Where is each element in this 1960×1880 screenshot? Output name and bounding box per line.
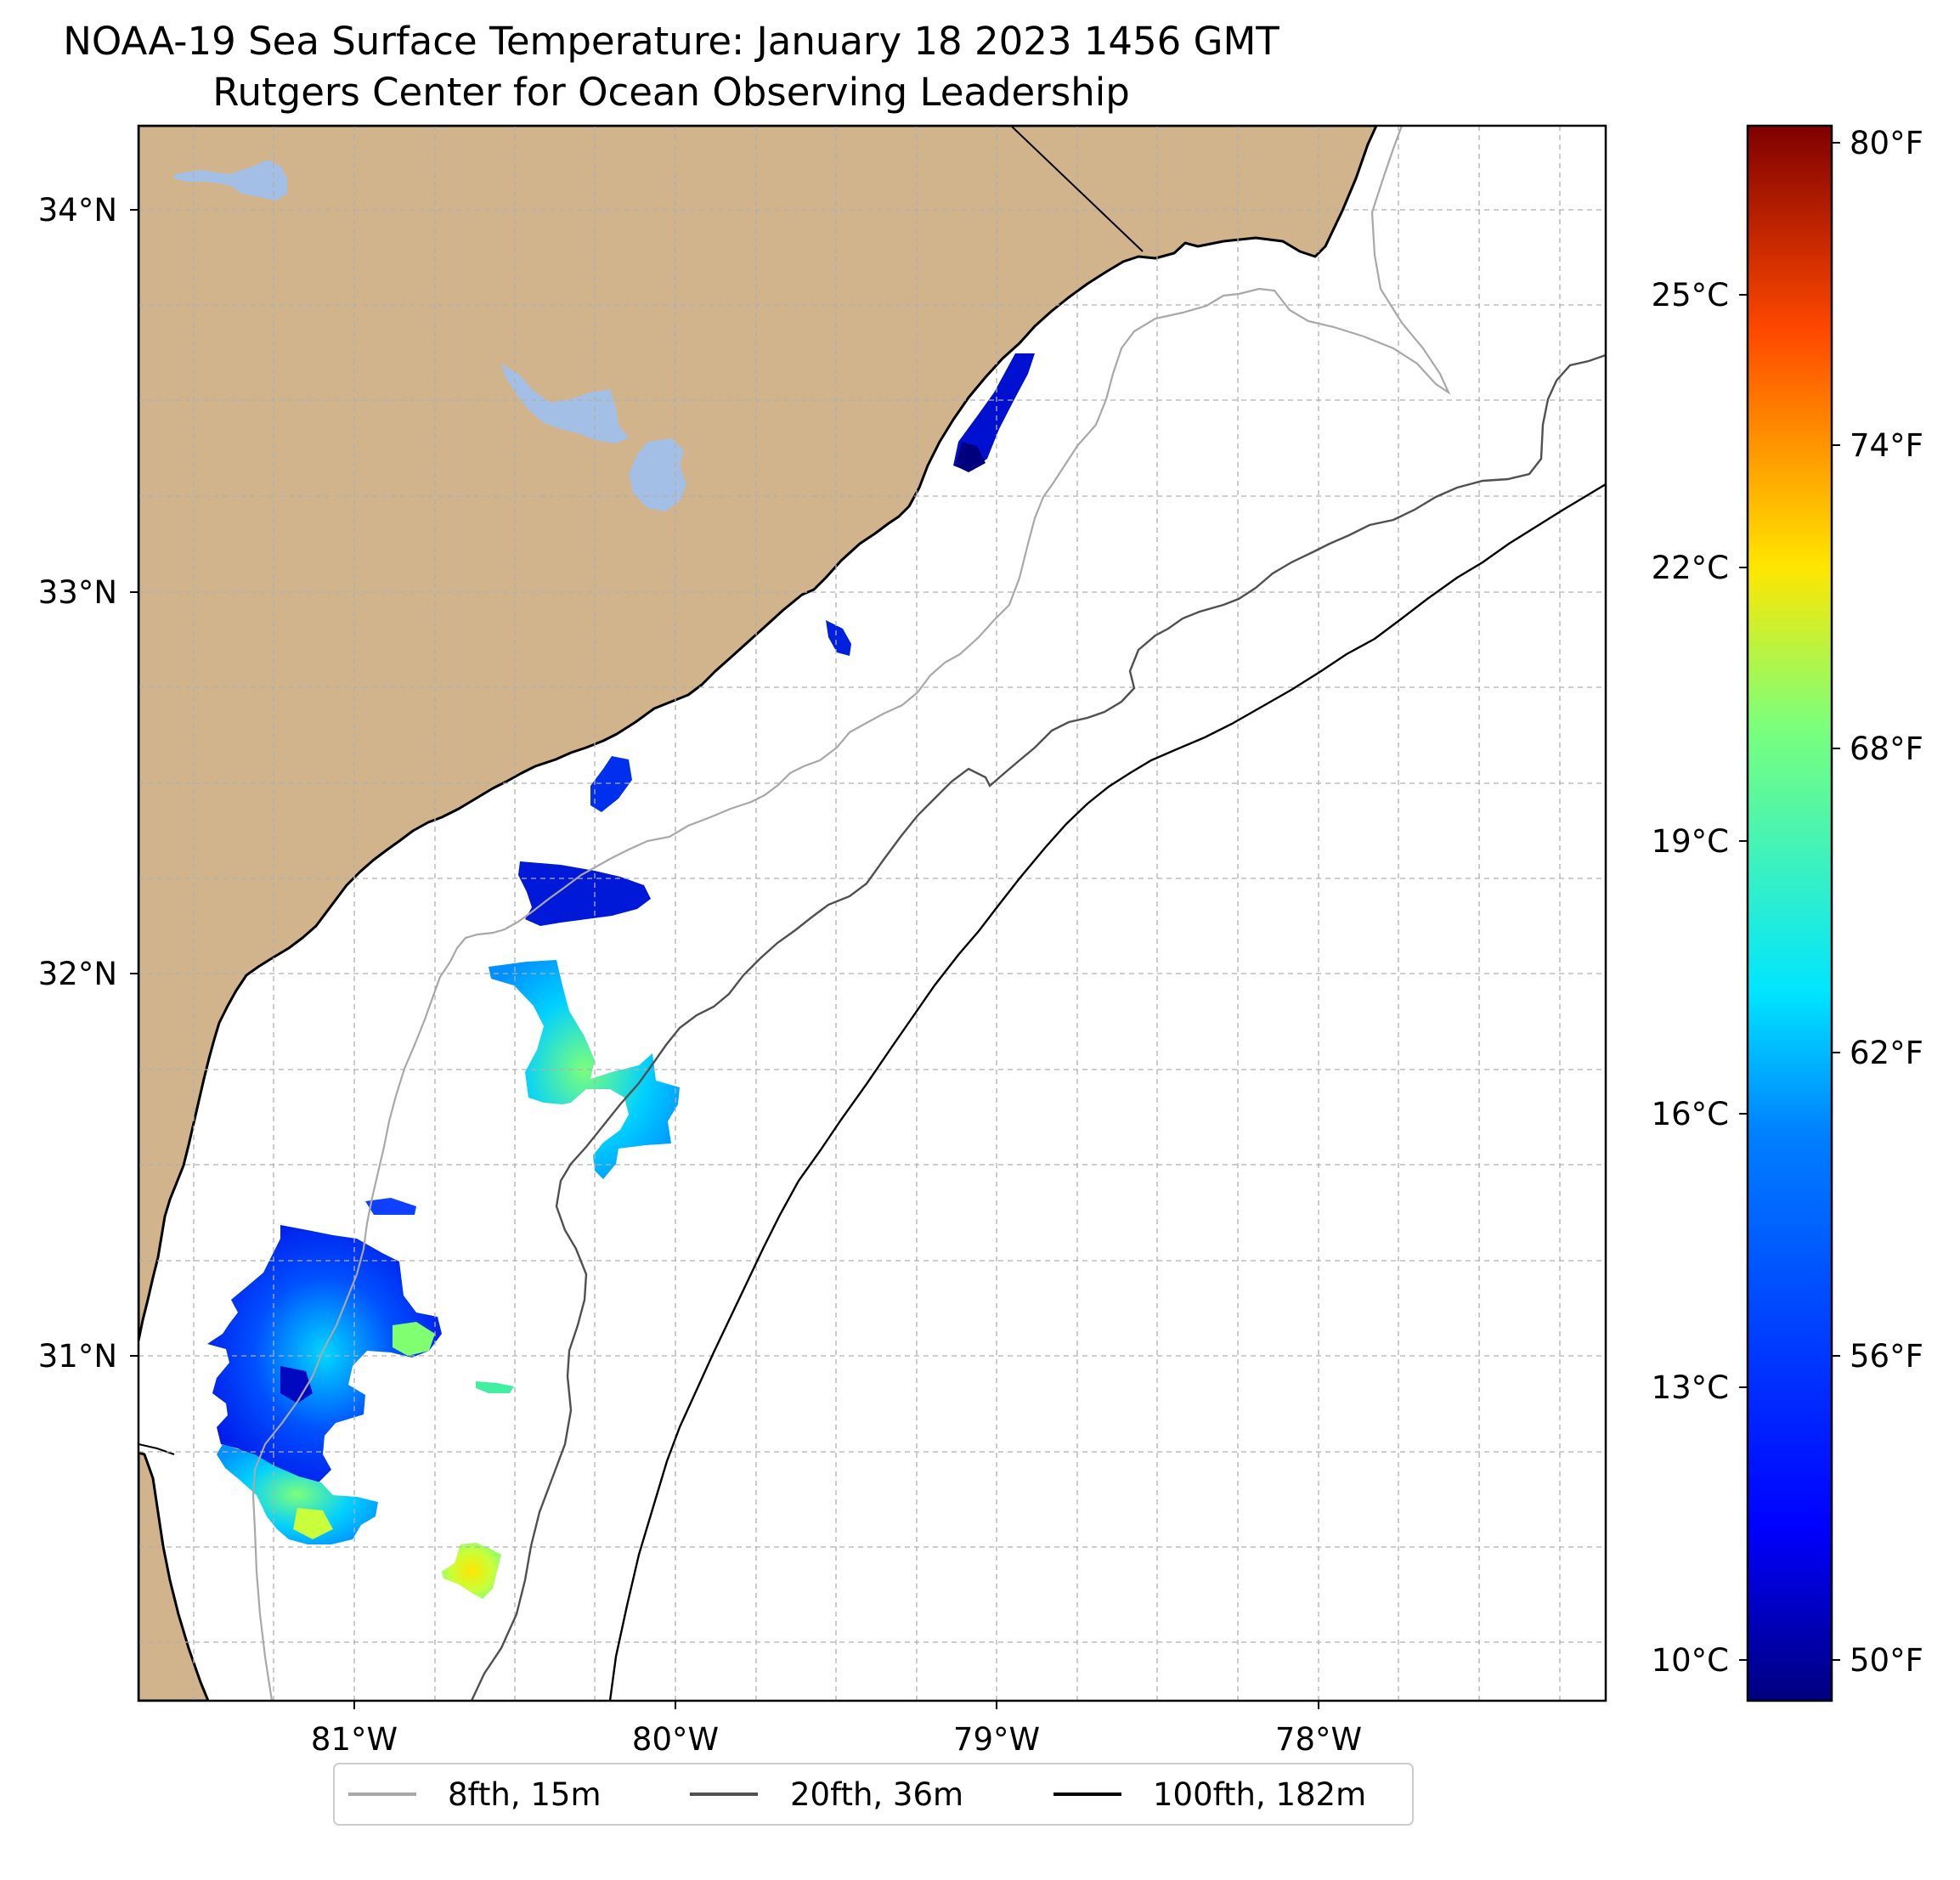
sst-patch bbox=[590, 756, 632, 812]
lon-tick-label: 81°W bbox=[311, 1721, 398, 1758]
celsius-tick-label: 13°C bbox=[1652, 1369, 1729, 1406]
isobath-100fth bbox=[608, 483, 1606, 1701]
colorbar-ticks bbox=[1739, 142, 1840, 1661]
legend-label: 20fth, 36m bbox=[790, 1776, 963, 1813]
sst-patch bbox=[476, 1381, 514, 1393]
lake bbox=[174, 160, 686, 511]
fahrenheit-tick-label: 74°F bbox=[1850, 427, 1923, 464]
lon-tick-label: 80°W bbox=[632, 1721, 719, 1758]
sst-patch bbox=[393, 1322, 435, 1356]
legend-label: 8fth, 15m bbox=[448, 1776, 602, 1813]
colorbar bbox=[1746, 124, 1833, 1702]
sst-patch bbox=[442, 1543, 501, 1599]
lat-tick-label: 31°N bbox=[38, 1338, 117, 1375]
land-mass bbox=[138, 126, 1378, 1701]
legend-box bbox=[333, 1763, 1414, 1826]
sst-patches bbox=[207, 353, 1035, 1599]
fahrenheit-tick-label: 68°F bbox=[1850, 731, 1923, 767]
lon-axis bbox=[353, 1701, 1319, 1709]
fahrenheit-tick-label: 50°F bbox=[1850, 1642, 1923, 1679]
fahrenheit-tick-label: 80°F bbox=[1850, 125, 1923, 161]
sst-patch bbox=[826, 620, 851, 656]
sst-patch bbox=[217, 1444, 378, 1544]
sst-patch bbox=[953, 353, 1035, 471]
legend: 8fth, 15m 20fth, 36m 100fth, 182m bbox=[333, 1763, 1414, 1826]
lat-tick-label: 34°N bbox=[38, 192, 117, 229]
map-frame bbox=[137, 124, 1607, 1702]
celsius-tick-label: 19°C bbox=[1652, 823, 1729, 860]
sst-patch bbox=[207, 1225, 442, 1482]
sst-patch bbox=[293, 1508, 333, 1539]
isobath-20fth bbox=[470, 353, 1606, 1701]
state-border bbox=[1010, 126, 1144, 252]
lat-tick-label: 33°N bbox=[38, 574, 117, 611]
state-border bbox=[138, 1443, 175, 1455]
fahrenheit-tick-label: 62°F bbox=[1850, 1035, 1923, 1071]
sst-patch bbox=[955, 442, 986, 472]
sst-patch bbox=[365, 1198, 416, 1215]
map-area bbox=[138, 126, 1606, 1701]
celsius-tick-label: 16°C bbox=[1652, 1096, 1729, 1132]
gridlines bbox=[138, 126, 1606, 1701]
celsius-tick-label: 22°C bbox=[1652, 550, 1729, 586]
sst-patch bbox=[280, 1366, 313, 1403]
celsius-tick-label: 25°C bbox=[1652, 277, 1729, 313]
lat-tick-label: 32°N bbox=[38, 956, 117, 992]
fahrenheit-tick-label: 56°F bbox=[1850, 1338, 1923, 1375]
legend-label: 100fth, 182m bbox=[1153, 1776, 1366, 1813]
chart-title: NOAA-19 Sea Surface Temperature: January… bbox=[63, 19, 1279, 64]
lon-tick-label: 79°W bbox=[953, 1721, 1040, 1758]
sst-patch bbox=[518, 861, 651, 926]
isobath-8fth bbox=[251, 126, 1451, 1701]
sst-patch bbox=[489, 960, 680, 1179]
lat-axis bbox=[130, 209, 138, 1357]
lon-tick-label: 78°W bbox=[1275, 1721, 1362, 1758]
celsius-tick-label: 10°C bbox=[1652, 1642, 1729, 1679]
chart-subtitle: Rutgers Center for Ocean Observing Leade… bbox=[212, 70, 1130, 115]
